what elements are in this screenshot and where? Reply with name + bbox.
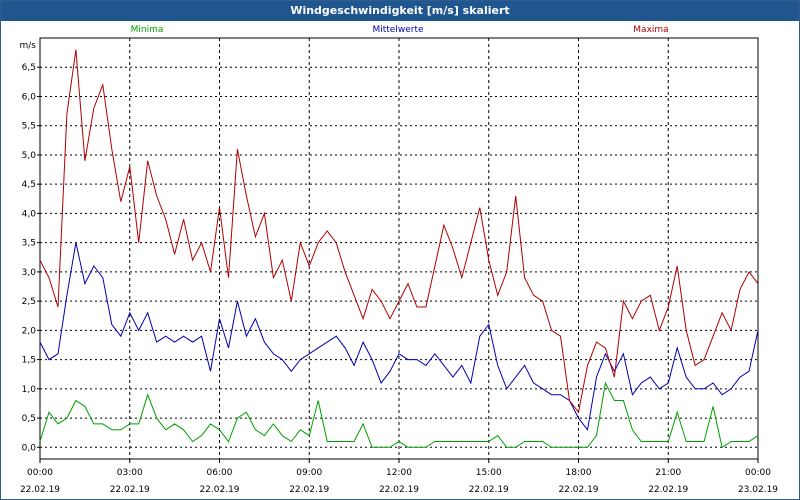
y-tick-label: 5,0	[22, 151, 37, 161]
series-line-minima	[39, 381, 759, 449]
y-tick-label: 2,5	[22, 297, 36, 307]
x-tick-date-label: 22.02.19	[379, 485, 419, 495]
x-tick-time-label: 09:00	[296, 468, 322, 478]
y-tick-label: 0,5	[22, 414, 36, 424]
y-tick-label: 1,5	[22, 356, 36, 366]
y-tick-label: 0,0	[22, 443, 37, 453]
x-tick-date-label: 22.02.19	[558, 485, 598, 495]
x-tick-time-label: 21:00	[655, 468, 681, 478]
x-tick-time-label: 06:00	[207, 468, 233, 478]
legend-entry-minima: Minima	[131, 25, 164, 35]
x-tick-time-label: 00:00	[27, 468, 53, 478]
series-line-mittelwerte	[39, 242, 759, 432]
series-line-maxima	[39, 49, 759, 414]
window-title: Windgeschwindigkeit [m/s] skaliert	[1, 1, 799, 21]
x-tick-date-label: 22.02.19	[289, 485, 329, 495]
x-tick-date-label: 22.02.19	[110, 485, 150, 495]
x-tick-time-label: 15:00	[476, 468, 502, 478]
y-tick-label: 6,0	[22, 92, 37, 102]
x-tick-time-label: 12:00	[386, 468, 412, 478]
y-tick-label: 3,5	[22, 239, 36, 249]
legend-entry-maxima: Maxima	[633, 25, 668, 35]
x-tick-date-label: 22.02.19	[469, 485, 509, 495]
y-tick-label: 6,5	[22, 63, 36, 73]
y-tick-label: 5,5	[22, 122, 36, 132]
x-tick-time-label: 18:00	[566, 468, 592, 478]
y-tick-label: 4,5	[22, 180, 36, 190]
x-tick-time-label: 00:00	[745, 468, 771, 478]
x-tick-time-label: 03:00	[117, 468, 143, 478]
x-tick-date-label: 23.02.19	[738, 485, 778, 495]
y-tick-label: 3,0	[22, 268, 37, 278]
x-tick-date-label: 22.02.19	[199, 485, 239, 495]
y-tick-label: 1,0	[22, 385, 37, 395]
y-tick-label: 4,0	[22, 209, 37, 219]
y-axis-label: m/s	[20, 41, 37, 51]
legend-entry-mittelwerte: Mittelwerte	[372, 25, 423, 35]
x-tick-date-label: 22.02.19	[648, 485, 688, 495]
y-tick-label: 2,0	[22, 326, 37, 336]
x-tick-date-label: 22.02.19	[20, 485, 60, 495]
